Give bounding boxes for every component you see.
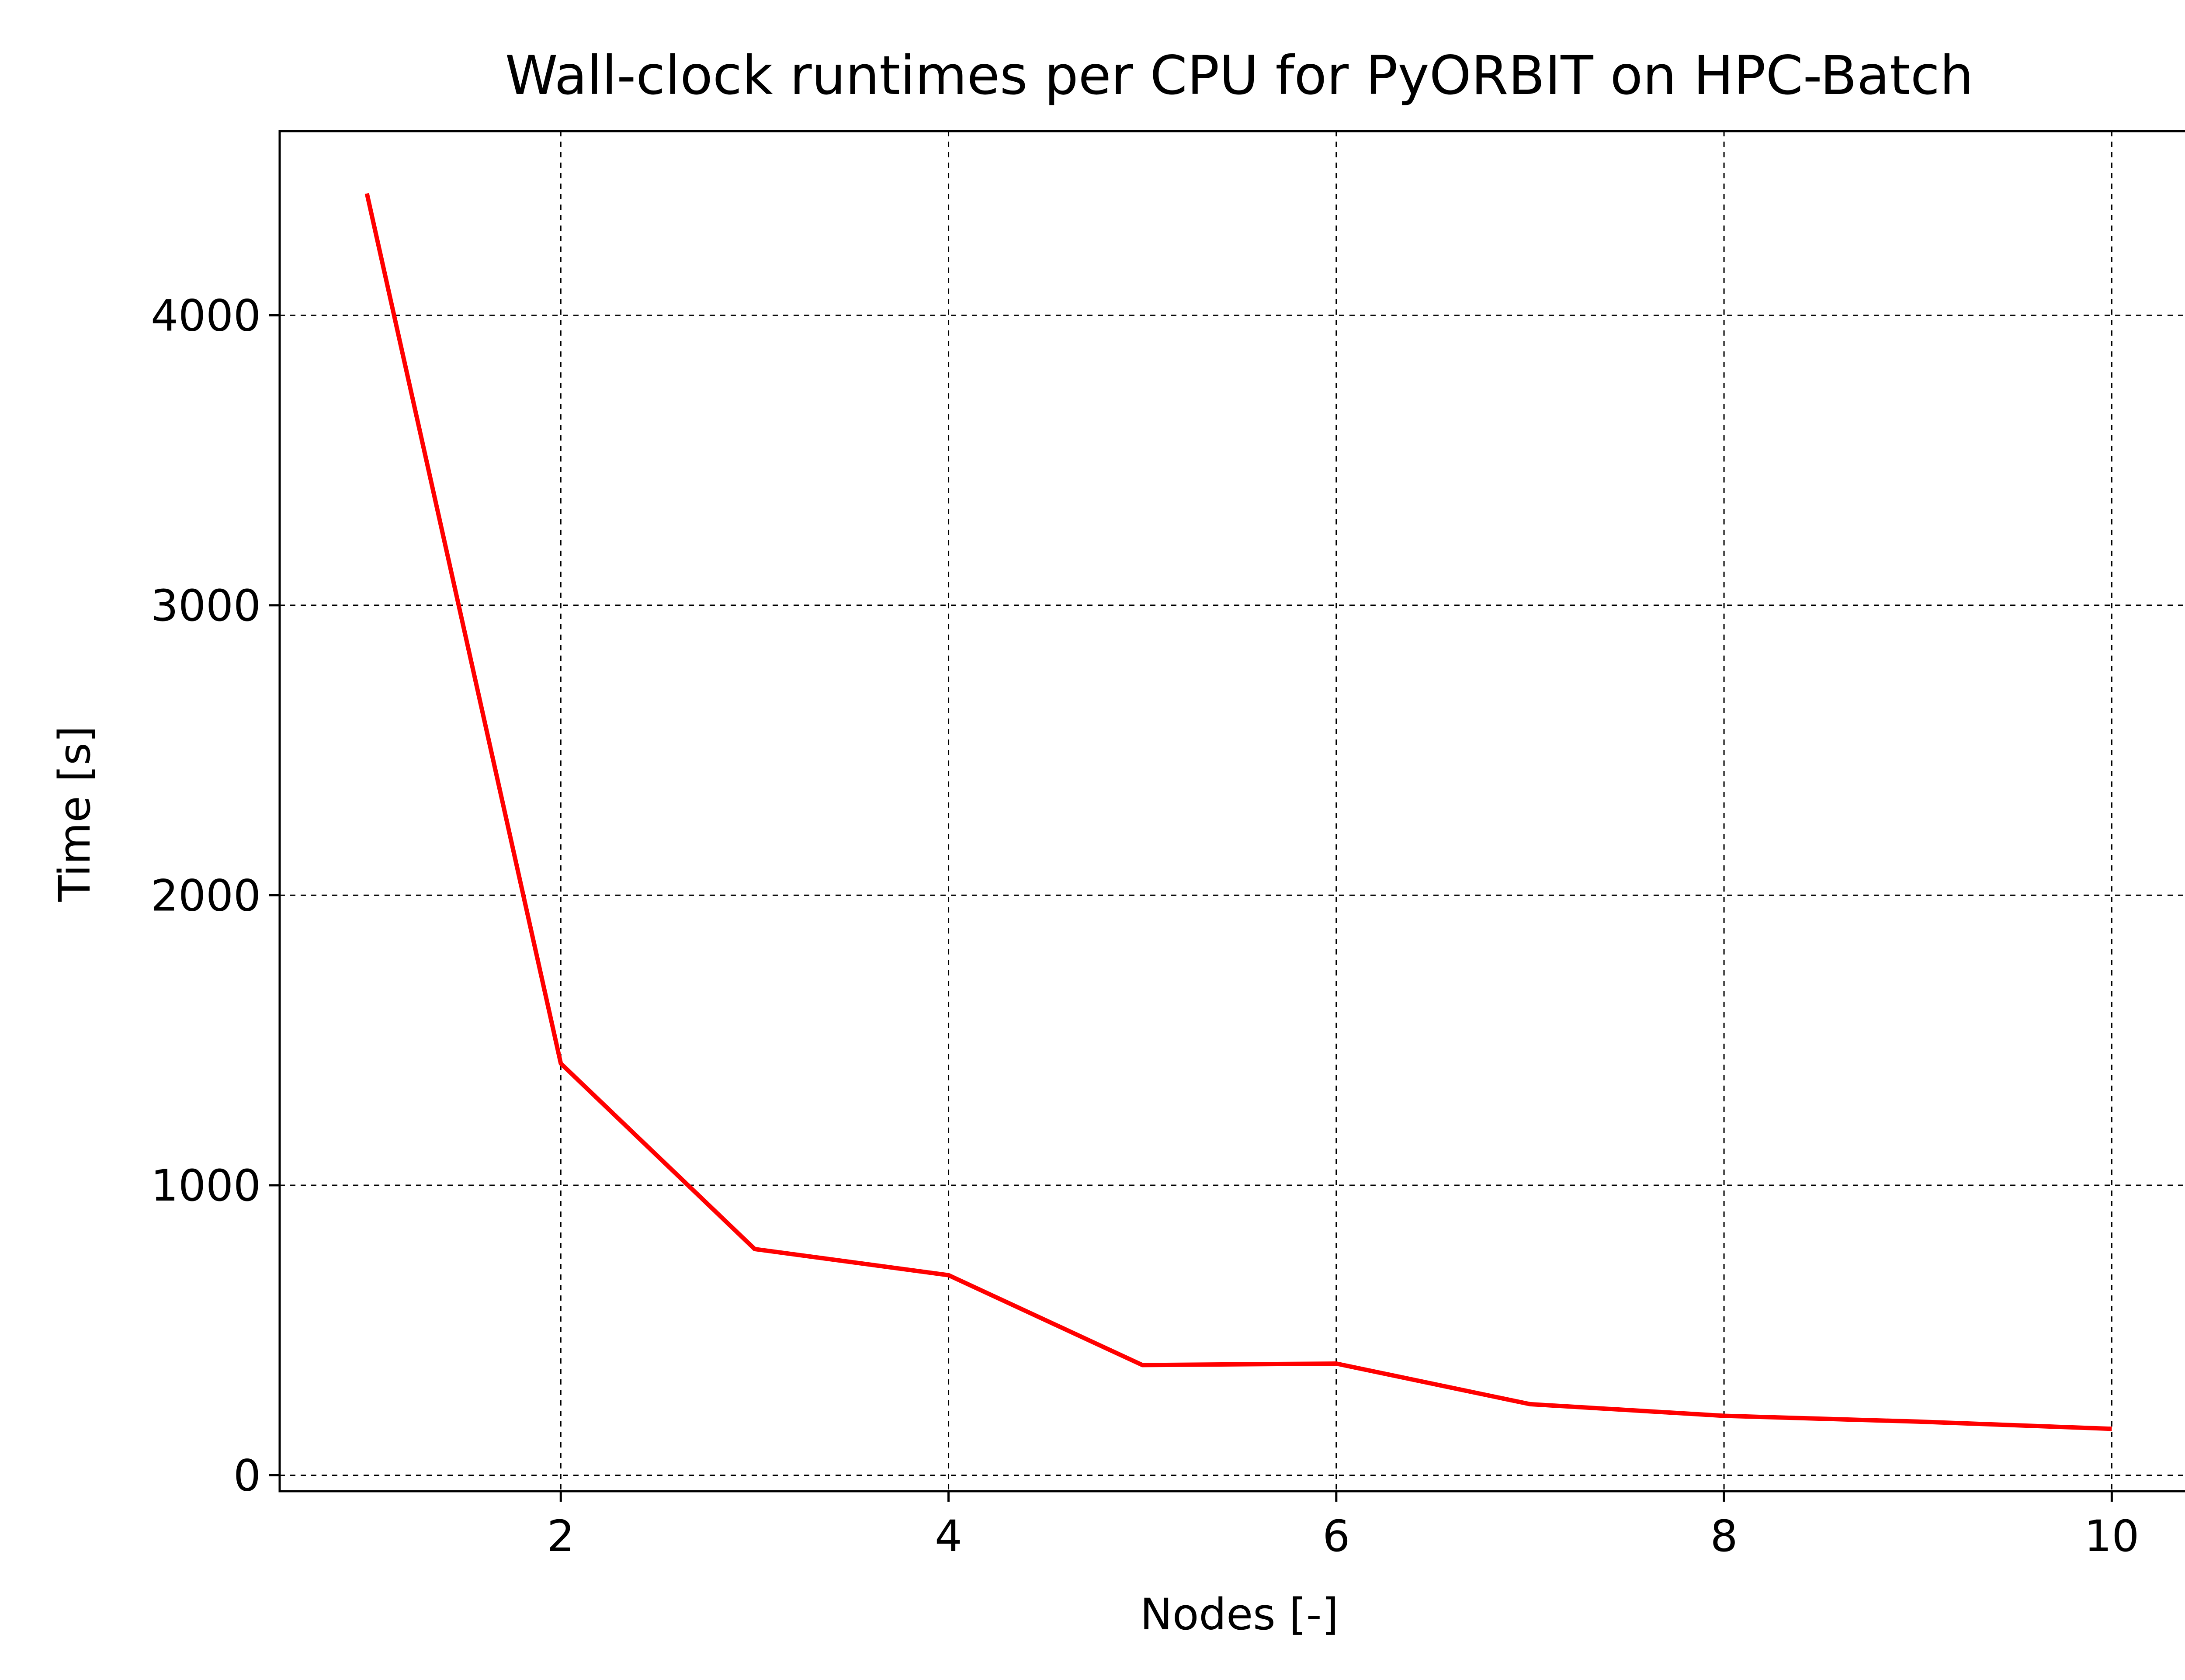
series-layer — [364, 193, 2112, 1431]
x-tick-label-1: 4 — [935, 1511, 962, 1562]
y-tick-label-4: 4000 — [151, 291, 261, 341]
y-tick-label-0: 0 — [233, 1451, 261, 1501]
y-tick-label-3: 3000 — [151, 581, 261, 631]
y-tick-label-1: 1000 — [151, 1161, 261, 1211]
grid — [280, 131, 2185, 1491]
x-tick-label-2: 6 — [1322, 1511, 1350, 1562]
x-tick-label-0: 2 — [547, 1511, 575, 1562]
axes: 2 4 6 8 10 0 1000 2000 3000 4000 — [151, 130, 2185, 1562]
y-axis-label: Time [s] — [50, 726, 100, 902]
chart-title: Wall-clock runtimes per CPU for PyORBIT … — [505, 45, 1973, 107]
x-axis-label: Nodes [-] — [1140, 1590, 1339, 1640]
x-tick-label-3: 8 — [1710, 1511, 1738, 1562]
plot-frame — [278, 130, 2185, 1493]
y-tick-label-2: 2000 — [151, 871, 261, 921]
series-line-0 — [364, 193, 2112, 1431]
x-tick-label-4: 10 — [2084, 1511, 2139, 1562]
